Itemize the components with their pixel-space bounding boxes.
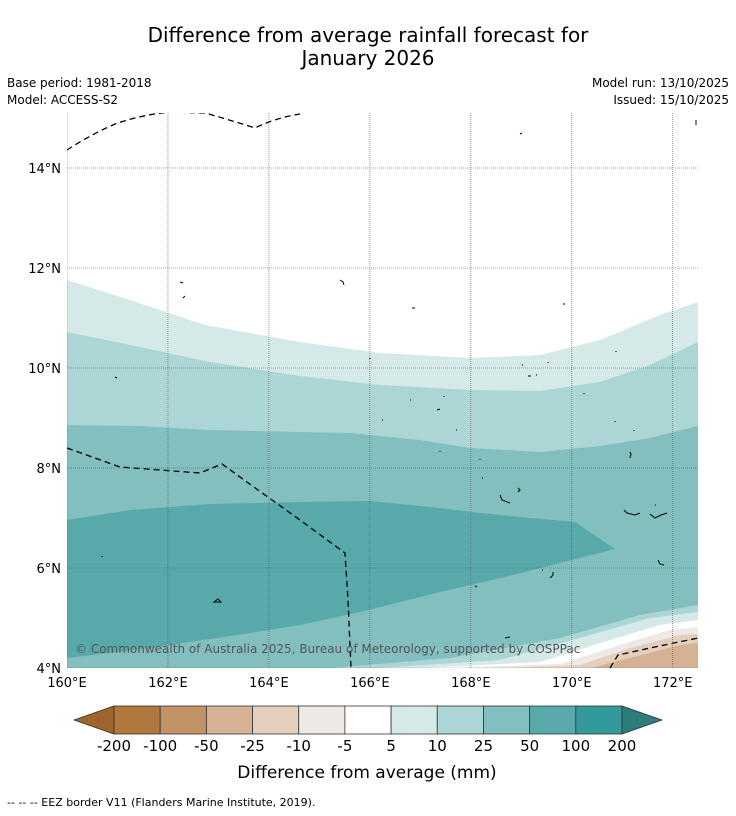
lon-tick-label: 166°E (350, 676, 390, 691)
graticule (67, 113, 698, 668)
map-plot-area: © Commonwealth of Australia 2025, Bureau… (67, 113, 698, 668)
eez-border-southeast (609, 637, 698, 668)
colorbar-segment (252, 705, 300, 735)
model-run: Model run: 13/10/2025 (591, 76, 729, 90)
colorbar-segment (575, 705, 623, 735)
colorbar-low-extend (72, 705, 115, 735)
colorbar-segment (205, 705, 253, 735)
lon-tick-label: 172°E (653, 676, 693, 691)
map-title-line2: January 2026 (301, 46, 435, 70)
colorbar-segment (390, 705, 438, 735)
lon-tick-label: 160°E (47, 676, 87, 691)
eez-border-north (67, 113, 301, 151)
issued-date: Issued: 15/10/2025 (613, 93, 729, 107)
colorbar-tick-label: -10 (286, 737, 311, 755)
colorbar-segment (344, 705, 392, 735)
lon-tick-label: 162°E (148, 676, 188, 691)
copyright-text: © Commonwealth of Australia 2025, Bureau… (75, 642, 580, 656)
lat-tick-label: 12°N (28, 262, 61, 277)
islands (101, 120, 697, 639)
longitude-labels: 160°E 162°E 164°E 166°E 168°E 170°E 172°E (47, 676, 692, 691)
eez-border-west (67, 447, 352, 668)
lat-tick-label: 6°N (37, 562, 62, 577)
colorbar-segment (298, 705, 346, 735)
colorbar-segment (483, 705, 531, 735)
colorbar-tick-label: -100 (143, 737, 177, 755)
colorbar-segment (529, 705, 577, 735)
colorbar-tick-label: 50 (520, 737, 539, 755)
colorbar-segment (113, 705, 161, 735)
model-name: Model: ACCESS-S2 (7, 93, 119, 107)
colorbar-segment (436, 705, 484, 735)
colorbar-tick-label: 100 (561, 737, 590, 755)
lon-tick-label: 164°E (249, 676, 289, 691)
colorbar-tick-label: 10 (428, 737, 447, 755)
lat-tick-label: 4°N (37, 662, 62, 677)
eez-borders (67, 113, 698, 668)
contour-band-neg-25-50 (590, 643, 698, 668)
contour-band-50-100 (67, 501, 615, 658)
lat-tick-label: 14°N (28, 162, 61, 177)
latitude-labels: 4°N 6°N 8°N 10°N 12°N 14°N (28, 162, 61, 677)
colorbar-tick-label: -25 (240, 737, 265, 755)
lat-tick-label: 10°N (28, 362, 61, 377)
colorbar-tick-label: 25 (474, 737, 493, 755)
colorbar: -200 -100 -50 -25 -10 -5 5 10 25 50 100 200 (72, 705, 664, 755)
colorbar-tick-label: -50 (194, 737, 219, 755)
lon-tick-label: 168°E (451, 676, 491, 691)
lat-tick-label: 8°N (37, 462, 62, 477)
eez-legend-note: -- -- -- EEZ border V11 (Flanders Marine… (7, 796, 316, 809)
base-period: Base period: 1981-2018 (7, 76, 152, 90)
colorbar-title: Difference from average (mm) (237, 763, 496, 783)
colorbar-tick-label: 200 (608, 737, 637, 755)
colorbar-tick-label: -5 (337, 737, 352, 755)
colorbar-high-extend (621, 705, 664, 735)
colorbar-tick-label: -200 (97, 737, 131, 755)
map-title-line1: Difference from average rainfall forecas… (147, 23, 589, 47)
colorbar-segment (159, 705, 207, 735)
lon-tick-label: 170°E (552, 676, 592, 691)
colorbar-tick-label: 5 (386, 737, 396, 755)
